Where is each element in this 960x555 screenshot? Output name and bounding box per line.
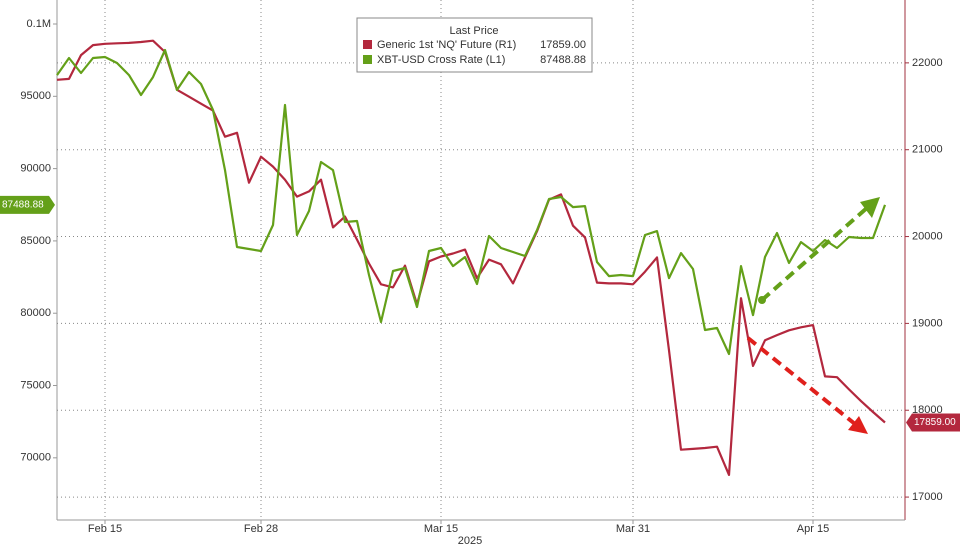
series-line — [56, 48, 887, 356]
legend-value: 87488.88 — [540, 54, 586, 66]
y2-tick-label: 19000 — [912, 317, 943, 329]
x-tick-label: Apr 15 — [797, 523, 829, 535]
y-tick-label: 0.1M — [27, 18, 51, 30]
green-arrow — [760, 205, 870, 302]
green-arrow-tail — [758, 296, 766, 304]
red-arrow — [746, 336, 857, 426]
x-tick-label: Mar 31 — [616, 523, 650, 535]
x-tick-label: Feb 28 — [244, 523, 278, 535]
green-arrow-head — [860, 197, 880, 218]
legend-title: Last Price — [450, 25, 499, 37]
last-value-label: 87488.88 — [2, 200, 44, 211]
legend-box — [356, 17, 593, 73]
y-tick-label: 85000 — [20, 235, 51, 247]
legend: Last Price Generic 1st 'NQ' Future (R1) … — [356, 17, 593, 73]
y-tick-label: 90000 — [20, 163, 51, 175]
y-tick-label: 75000 — [20, 379, 51, 391]
lines — [56, 39, 887, 476]
x-axis-label: 2025 — [458, 535, 482, 547]
y-tick-label: 95000 — [20, 90, 51, 102]
last-value-tag — [0, 195, 55, 214]
x-tick-label: Feb 15 — [88, 523, 122, 535]
y2-tick-label: 17000 — [912, 491, 943, 503]
series-line — [56, 39, 886, 476]
x-tick-label: Mar 15 — [424, 523, 458, 535]
legend-swatch — [363, 55, 372, 64]
legend-label: Generic 1st 'NQ' Future (R1) — [377, 39, 516, 51]
legend-value: 17859.00 — [540, 39, 586, 51]
last-value-label: 17859.00 — [914, 417, 956, 428]
legend-label: XBT-USD Cross Rate (L1) — [377, 54, 505, 66]
legend-swatch — [363, 40, 372, 49]
y2-tick-label: 21000 — [912, 144, 943, 156]
red-arrow-head — [848, 416, 868, 434]
y-tick-label: 80000 — [20, 307, 51, 319]
y2-tick-label: 18000 — [912, 404, 943, 416]
y-tick-label: 70000 — [20, 452, 51, 464]
y2-tick-label: 22000 — [912, 57, 943, 69]
annotation-arrows — [746, 197, 880, 434]
y2-tick-label: 20000 — [912, 230, 943, 242]
last-value-tag — [906, 413, 960, 432]
